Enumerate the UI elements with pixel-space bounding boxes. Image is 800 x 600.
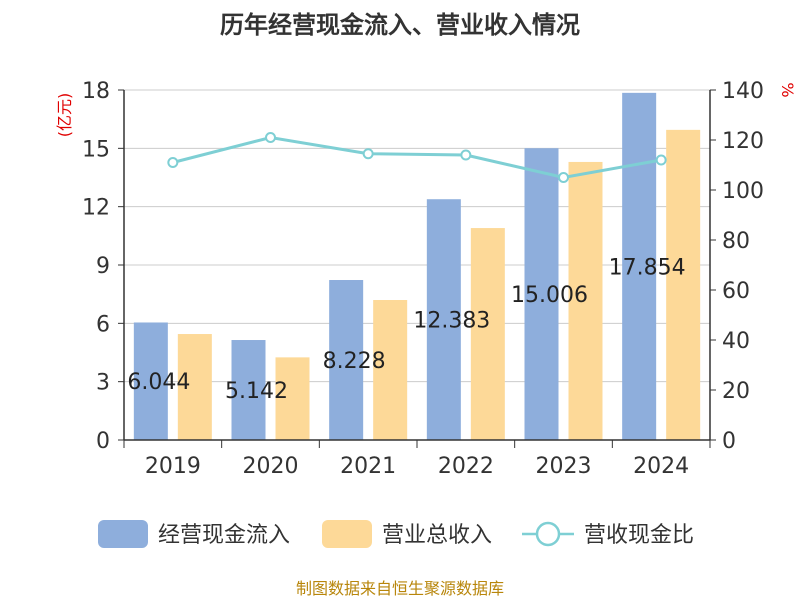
ratio-point <box>265 132 276 143</box>
x-axis-tick-label: 2023 <box>536 454 592 479</box>
bar-revenue <box>568 161 603 440</box>
legend: 经营现金流入 营业总收入 营收现金比 <box>98 520 694 548</box>
data-label: 12.383 <box>413 309 490 334</box>
bar-revenue <box>470 228 505 440</box>
data-label: 6.044 <box>127 370 190 395</box>
x-axis-tick-label: 2020 <box>243 454 299 479</box>
left-axis-tick-label: 3 <box>96 371 110 396</box>
right-axis-tick-label: 0 <box>722 429 736 454</box>
data-label: 8.228 <box>323 349 386 374</box>
right-axis-tick-label: 60 <box>722 279 750 304</box>
data-label: 15.006 <box>511 283 588 308</box>
right-axis-tick-label: 80 <box>722 229 750 254</box>
legend-swatch <box>98 520 148 548</box>
bar-cash-inflow <box>231 340 266 440</box>
bar-revenue <box>666 129 701 440</box>
chart-title: 历年经营现金流入、营业收入情况 <box>220 11 580 39</box>
left-axis-tick-label: 9 <box>96 254 110 279</box>
x-axis-tick-label: 2021 <box>340 454 396 479</box>
right-axis-unit: % <box>778 82 797 97</box>
left-axis-unit: (亿元) <box>55 93 74 138</box>
left-axis-tick-label: 6 <box>96 312 110 337</box>
x-axis-tick-label: 2022 <box>438 454 494 479</box>
bar-revenue <box>177 334 212 440</box>
legend-label: 营收现金比 <box>584 523 694 548</box>
data-label: 17.854 <box>609 255 686 280</box>
bar-cash-inflow <box>622 92 657 440</box>
bar-cash-inflow <box>329 280 364 440</box>
right-axis-tick-label: 20 <box>722 379 750 404</box>
legend-label: 营业总收入 <box>382 523 492 548</box>
right-axis-tick-label: 120 <box>722 129 764 154</box>
ratio-point <box>558 172 569 183</box>
bar-cash-inflow <box>133 322 168 440</box>
left-axis-tick-label: 15 <box>82 137 110 162</box>
bar-revenue <box>275 357 310 440</box>
left-axis-tick-label: 18 <box>82 79 110 104</box>
source-note: 制图数据来自恒生聚源数据库 <box>296 579 504 598</box>
x-axis-tick-label: 2024 <box>633 454 689 479</box>
right-axis-tick-label: 40 <box>722 329 750 354</box>
x-axis-tick-label: 2019 <box>145 454 201 479</box>
ratio-point <box>460 149 472 161</box>
ratio-line <box>172 135 662 180</box>
ratio-point <box>167 157 179 168</box>
right-axis-tick-label: 100 <box>722 179 764 204</box>
data-label: 5.142 <box>225 379 288 404</box>
bar-revenue <box>373 300 408 440</box>
right-axis-tick-label: 140 <box>722 79 764 104</box>
left-axis-tick-label: 0 <box>96 429 110 454</box>
bar-cash-inflow <box>426 199 461 440</box>
left-axis-tick-label: 12 <box>82 196 110 221</box>
legend-label: 经营现金流入 <box>158 523 290 548</box>
bar-cash-inflow <box>524 148 559 440</box>
ratio-point <box>362 148 374 160</box>
ratio-point <box>655 154 667 166</box>
legend-marker <box>535 521 561 547</box>
legend-swatch <box>322 520 372 548</box>
